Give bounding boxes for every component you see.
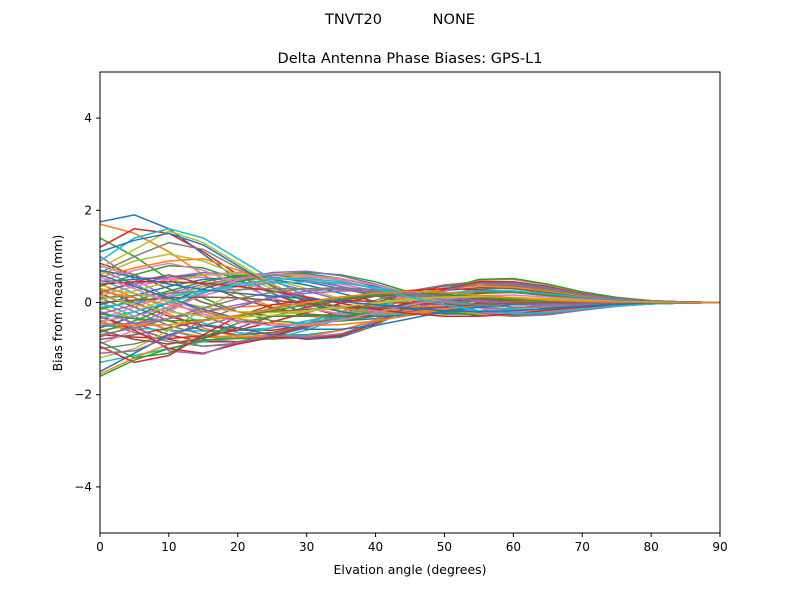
x-tick-label: 70: [575, 540, 590, 554]
x-tick-label: 60: [506, 540, 521, 554]
plot-frame: [99, 71, 721, 534]
x-axis-label: Elvation angle (degrees): [333, 562, 486, 577]
series-line: [99, 269, 720, 313]
x-tick-label: 30: [299, 540, 314, 554]
y-tick-label: 0: [84, 296, 92, 310]
series-line: [99, 277, 721, 320]
y-tick-label: 2: [84, 203, 92, 217]
x-tick-label: 80: [643, 540, 658, 554]
series-line: [99, 290, 720, 327]
series-line: [99, 277, 721, 377]
y-tick-label: −4: [74, 480, 92, 494]
chart-title: Delta Antenna Phase Biases: GPS-L1: [278, 51, 543, 67]
tick-layer: 0 10 20 30 40 50 60 70 80 90 −4 −2 0 2 4: [74, 111, 727, 554]
x-tick-label: 90: [712, 540, 727, 554]
y-tick-label: −2: [74, 388, 92, 402]
x-tick-label: 40: [368, 540, 383, 554]
x-tick-label: 10: [161, 540, 176, 554]
x-tick-label: 0: [96, 540, 104, 554]
y-axis-label: Bias from mean (mm): [50, 235, 65, 372]
figure-suptitle: TNVT20 NONE: [324, 12, 475, 28]
series-layer: [99, 214, 721, 377]
x-tick-label: 20: [230, 540, 245, 554]
x-tick-label: 50: [437, 540, 452, 554]
y-tick-label: 4: [84, 111, 92, 125]
